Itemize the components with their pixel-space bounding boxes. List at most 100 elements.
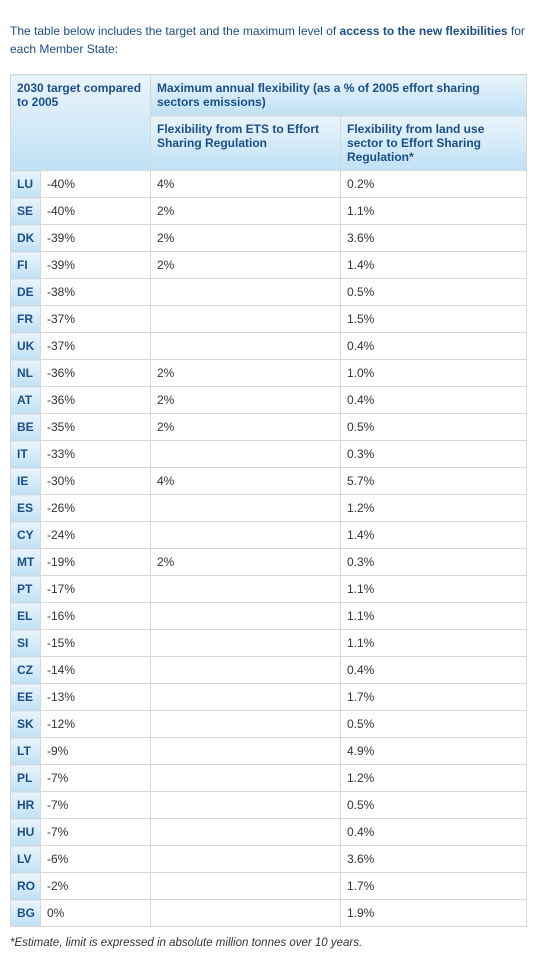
country-code: AT xyxy=(11,387,41,414)
target-cell: -13% xyxy=(41,684,151,711)
country-code: BG xyxy=(11,900,41,927)
country-code: FR xyxy=(11,306,41,333)
target-cell: -15% xyxy=(41,630,151,657)
target-cell: -38% xyxy=(41,279,151,306)
flex-ets-cell: 4% xyxy=(151,171,341,198)
target-cell: -37% xyxy=(41,333,151,360)
flex-ets-cell xyxy=(151,279,341,306)
intro-text: The table below includes the target and … xyxy=(10,22,526,58)
flex-land-cell: 1.1% xyxy=(341,198,527,225)
table-row: HR-7% 0.5% xyxy=(11,792,527,819)
flex-ets-cell xyxy=(151,657,341,684)
country-code: IE xyxy=(11,468,41,495)
header-target: 2030 target compared to 2005 xyxy=(11,75,151,171)
flex-ets-cell: 2% xyxy=(151,225,341,252)
flex-land-cell: 0.4% xyxy=(341,657,527,684)
country-code: IT xyxy=(11,441,41,468)
flex-land-cell: 1.9% xyxy=(341,900,527,927)
flex-ets-cell xyxy=(151,684,341,711)
flex-land-cell: 0.3% xyxy=(341,549,527,576)
target-cell: -17% xyxy=(41,576,151,603)
flex-ets-cell xyxy=(151,792,341,819)
flex-ets-cell xyxy=(151,630,341,657)
flex-ets-cell: 2% xyxy=(151,360,341,387)
flex-land-cell: 1.0% xyxy=(341,360,527,387)
flex-land-cell: 0.5% xyxy=(341,792,527,819)
target-cell: -2% xyxy=(41,873,151,900)
table-row: CZ-14%0.4% xyxy=(11,657,527,684)
target-cell: -37% xyxy=(41,306,151,333)
target-cell: -14% xyxy=(41,657,151,684)
country-code: CY xyxy=(11,522,41,549)
target-cell: -7% xyxy=(41,765,151,792)
table-row: SE-40%2%1.1% xyxy=(11,198,527,225)
table-row: PT-17% 1.1% xyxy=(11,576,527,603)
country-code: EE xyxy=(11,684,41,711)
table-row: LU-40%4%0.2% xyxy=(11,171,527,198)
flex-land-cell: 1.5% xyxy=(341,306,527,333)
target-cell: -30% xyxy=(41,468,151,495)
flex-ets-cell xyxy=(151,306,341,333)
header-group: Maximum annual flexibility (as a % of 20… xyxy=(151,75,527,116)
table-row: SK-12%0.5% xyxy=(11,711,527,738)
table-row: BE-35%2%0.5% xyxy=(11,414,527,441)
flex-ets-cell xyxy=(151,900,341,927)
flex-land-cell: 1.1% xyxy=(341,576,527,603)
table-row: RO-2%1.7% xyxy=(11,873,527,900)
flex-land-cell: 0.4% xyxy=(341,333,527,360)
flex-land-cell: 0.5% xyxy=(341,414,527,441)
flex-ets-cell xyxy=(151,711,341,738)
target-cell: 0% xyxy=(41,900,151,927)
flex-ets-cell: 2% xyxy=(151,198,341,225)
table-row: ES-26%1.2% xyxy=(11,495,527,522)
target-cell: -39% xyxy=(41,252,151,279)
table-row: IE-30%4%5.7% xyxy=(11,468,527,495)
table-row: CY-24% 1.4% xyxy=(11,522,527,549)
country-code: SI xyxy=(11,630,41,657)
country-code: HR xyxy=(11,792,41,819)
flex-land-cell: 5.7% xyxy=(341,468,527,495)
target-cell: -16% xyxy=(41,603,151,630)
target-cell: -40% xyxy=(41,171,151,198)
target-cell: -7% xyxy=(41,792,151,819)
header-flex-ets: Flexibility from ETS to Effort Sharing R… xyxy=(151,116,341,171)
flexibilities-table: 2030 target compared to 2005 Maximum ann… xyxy=(10,74,527,927)
target-cell: -39% xyxy=(41,225,151,252)
table-row: AT-36%2%0.4% xyxy=(11,387,527,414)
target-cell: -24% xyxy=(41,522,151,549)
country-code: HU xyxy=(11,819,41,846)
table-row: UK-37%0.4% xyxy=(11,333,527,360)
flex-ets-cell xyxy=(151,603,341,630)
flex-ets-cell xyxy=(151,819,341,846)
table-row: IT-33%0.3% xyxy=(11,441,527,468)
table-row: LT-9%4.9% xyxy=(11,738,527,765)
footnote: *Estimate, limit is expressed in absolut… xyxy=(10,937,526,949)
flex-land-cell: 1.4% xyxy=(341,252,527,279)
country-code: MT xyxy=(11,549,41,576)
flex-land-cell: 1.1% xyxy=(341,603,527,630)
target-cell: -33% xyxy=(41,441,151,468)
intro-bold: access to the new flexibilities xyxy=(340,24,508,38)
flex-ets-cell xyxy=(151,873,341,900)
flex-ets-cell xyxy=(151,495,341,522)
flex-land-cell: 1.2% xyxy=(341,765,527,792)
table-row: DE-38%0.5% xyxy=(11,279,527,306)
target-cell: -9% xyxy=(41,738,151,765)
country-code: SE xyxy=(11,198,41,225)
flex-ets-cell xyxy=(151,333,341,360)
table-row: BG0% 1.9% xyxy=(11,900,527,927)
target-cell: -26% xyxy=(41,495,151,522)
flex-ets-cell xyxy=(151,441,341,468)
country-code: SK xyxy=(11,711,41,738)
country-code: PT xyxy=(11,576,41,603)
flex-land-cell: 1.4% xyxy=(341,522,527,549)
flex-land-cell: 4.9% xyxy=(341,738,527,765)
flex-ets-cell: 4% xyxy=(151,468,341,495)
flex-land-cell: 0.5% xyxy=(341,711,527,738)
table-row: DK-39%2%3.6% xyxy=(11,225,527,252)
flex-ets-cell xyxy=(151,738,341,765)
header-flex-land: Flexibility from land use sector to Effo… xyxy=(341,116,527,171)
target-cell: -36% xyxy=(41,387,151,414)
table-row: MT-19%2%0.3% xyxy=(11,549,527,576)
target-cell: -35% xyxy=(41,414,151,441)
